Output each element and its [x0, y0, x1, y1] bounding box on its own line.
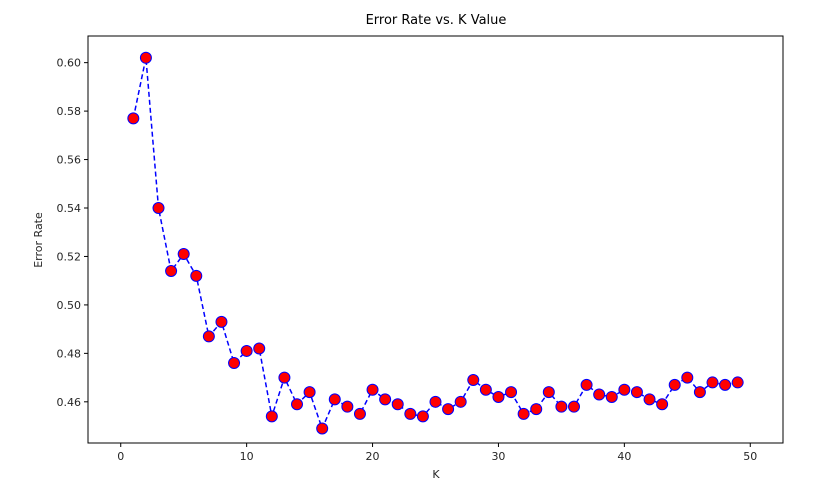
- y-tick-label: 0.54: [57, 202, 82, 215]
- x-tick-label: 50: [743, 450, 757, 463]
- data-point: [253, 342, 266, 355]
- x-tick-label: 30: [491, 450, 505, 463]
- data-point: [442, 403, 455, 416]
- data-point: [429, 395, 442, 408]
- data-point: [580, 378, 593, 391]
- data-point: [291, 398, 304, 411]
- y-axis-label: Error Rate: [32, 212, 45, 268]
- data-point: [681, 371, 694, 384]
- data-point: [165, 264, 178, 277]
- data-point: [202, 330, 215, 343]
- y-tick-label: 0.60: [57, 57, 82, 70]
- data-point: [479, 383, 492, 396]
- data-point: [391, 398, 404, 411]
- y-tick-label: 0.50: [57, 299, 82, 312]
- data-point: [366, 383, 379, 396]
- data-point: [341, 400, 354, 413]
- y-tick-label: 0.58: [57, 105, 82, 118]
- data-point: [467, 374, 480, 387]
- x-tick-label: 40: [617, 450, 631, 463]
- x-axis-label: K: [432, 468, 440, 481]
- data-point: [379, 393, 392, 406]
- data-point: [656, 398, 669, 411]
- data-point: [668, 378, 681, 391]
- data-point: [530, 403, 543, 416]
- data-point: [190, 269, 203, 282]
- y-tick-label: 0.52: [57, 250, 82, 263]
- plot-frame: [87, 35, 784, 444]
- data-point: [328, 393, 341, 406]
- data-point: [454, 395, 467, 408]
- data-point: [542, 386, 555, 399]
- x-tick-label: 10: [240, 450, 254, 463]
- y-tick-label: 0.46: [57, 396, 82, 409]
- x-tick-label: 0: [117, 450, 124, 463]
- data-point: [139, 51, 152, 64]
- data-point: [127, 112, 140, 125]
- data-point: [505, 386, 518, 399]
- data-point: [618, 383, 631, 396]
- data-point: [353, 407, 366, 420]
- plot-marks: [127, 51, 744, 435]
- data-point: [152, 202, 165, 215]
- data-point: [719, 378, 732, 391]
- data-point: [593, 388, 606, 401]
- data-point: [706, 376, 719, 389]
- data-point: [278, 371, 291, 384]
- data-point: [404, 407, 417, 420]
- chart-title: Error Rate vs. K Value: [366, 13, 507, 28]
- data-point: [265, 410, 278, 423]
- data-point: [731, 376, 744, 389]
- x-tick-label: 20: [366, 450, 380, 463]
- data-point: [303, 386, 316, 399]
- data-point: [316, 422, 329, 435]
- data-point: [643, 393, 656, 406]
- y-tick-label: 0.56: [57, 154, 82, 167]
- axis-ticks: 0 10 20 30 40 50 0.46 0.48 0.50 0.52 0.54 0.56 0.58 0…: [57, 57, 758, 463]
- data-point: [517, 407, 530, 420]
- data-point: [215, 315, 228, 328]
- data-point: [416, 410, 429, 423]
- data-point: [177, 248, 190, 261]
- data-point: [240, 344, 253, 357]
- y-tick-label: 0.48: [57, 347, 82, 360]
- data-point: [492, 390, 505, 403]
- data-point: [693, 386, 706, 399]
- data-point: [605, 390, 618, 403]
- data-point: [228, 357, 241, 370]
- data-point: [567, 400, 580, 413]
- data-point: [630, 386, 643, 399]
- data-point: [555, 400, 568, 413]
